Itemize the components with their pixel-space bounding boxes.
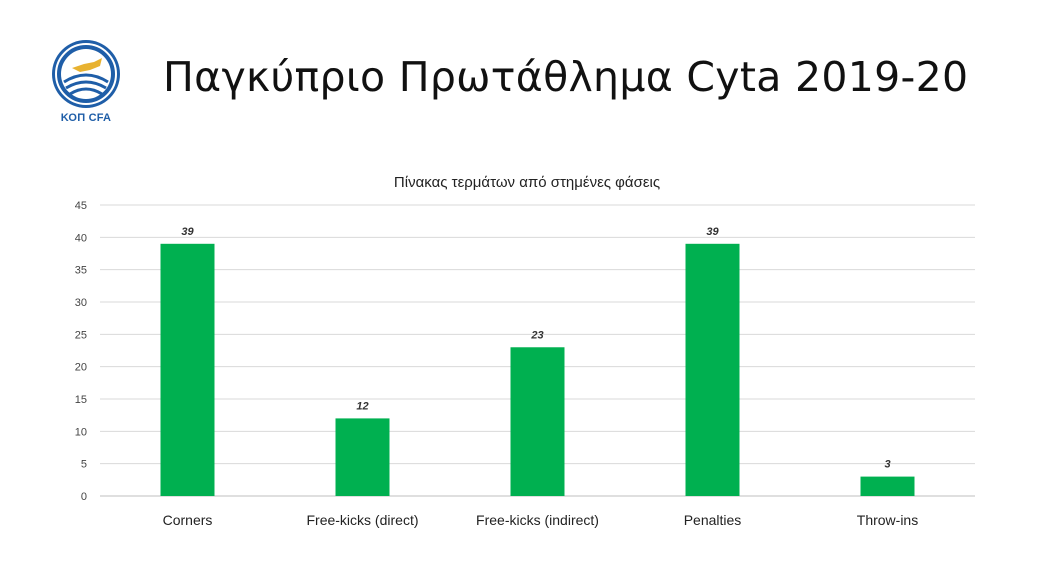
y-tick-label: 5	[81, 459, 87, 471]
y-tick-label: 35	[75, 265, 87, 277]
bar-chart: Πίνακας τερμάτων από στημένες φάσεις 0 5 1…	[75, 174, 975, 528]
data-label: 39	[181, 226, 194, 238]
bar	[860, 476, 915, 496]
category-label: Free-kicks (direct)	[306, 512, 418, 528]
y-tick-label: 0	[81, 491, 87, 503]
data-labels: 39 12 23 39 3	[181, 226, 890, 471]
data-label: 39	[706, 226, 719, 238]
cfa-logo: ΚΟΠ CFA	[50, 38, 122, 134]
bar	[510, 347, 565, 496]
cfa-emblem-icon	[52, 40, 120, 108]
y-tick-label: 10	[75, 426, 87, 438]
logo-text: ΚΟΠ CFA	[60, 112, 112, 124]
bars	[160, 243, 915, 496]
bar	[335, 418, 390, 496]
bar	[160, 243, 215, 496]
data-label: 3	[884, 459, 890, 471]
slide-title: Παγκύπριο Πρωτάθλημα Cyta 2019-20	[163, 53, 969, 101]
data-label: 12	[356, 400, 368, 412]
chart-title: Πίνακας τερμάτων από στημένες φάσεις	[394, 174, 660, 191]
y-tick-label: 40	[75, 232, 87, 244]
y-tick-label: 45	[75, 200, 87, 212]
y-tick-label: 15	[75, 394, 87, 406]
data-label: 23	[530, 329, 543, 341]
y-tick-label: 20	[75, 362, 87, 374]
category-label: Penalties	[684, 512, 742, 528]
category-label: Free-kicks (indirect)	[476, 512, 599, 528]
y-axis-ticks: 0 5 10 15 20 25 30 35 40 45	[75, 200, 87, 503]
category-label: Corners	[163, 512, 213, 528]
x-axis-categories: Corners Free-kicks (direct) Free-kicks (in…	[163, 512, 919, 528]
category-label: Throw-ins	[857, 512, 918, 528]
y-tick-label: 25	[75, 329, 87, 341]
bar	[685, 243, 740, 496]
y-tick-label: 30	[75, 297, 87, 309]
